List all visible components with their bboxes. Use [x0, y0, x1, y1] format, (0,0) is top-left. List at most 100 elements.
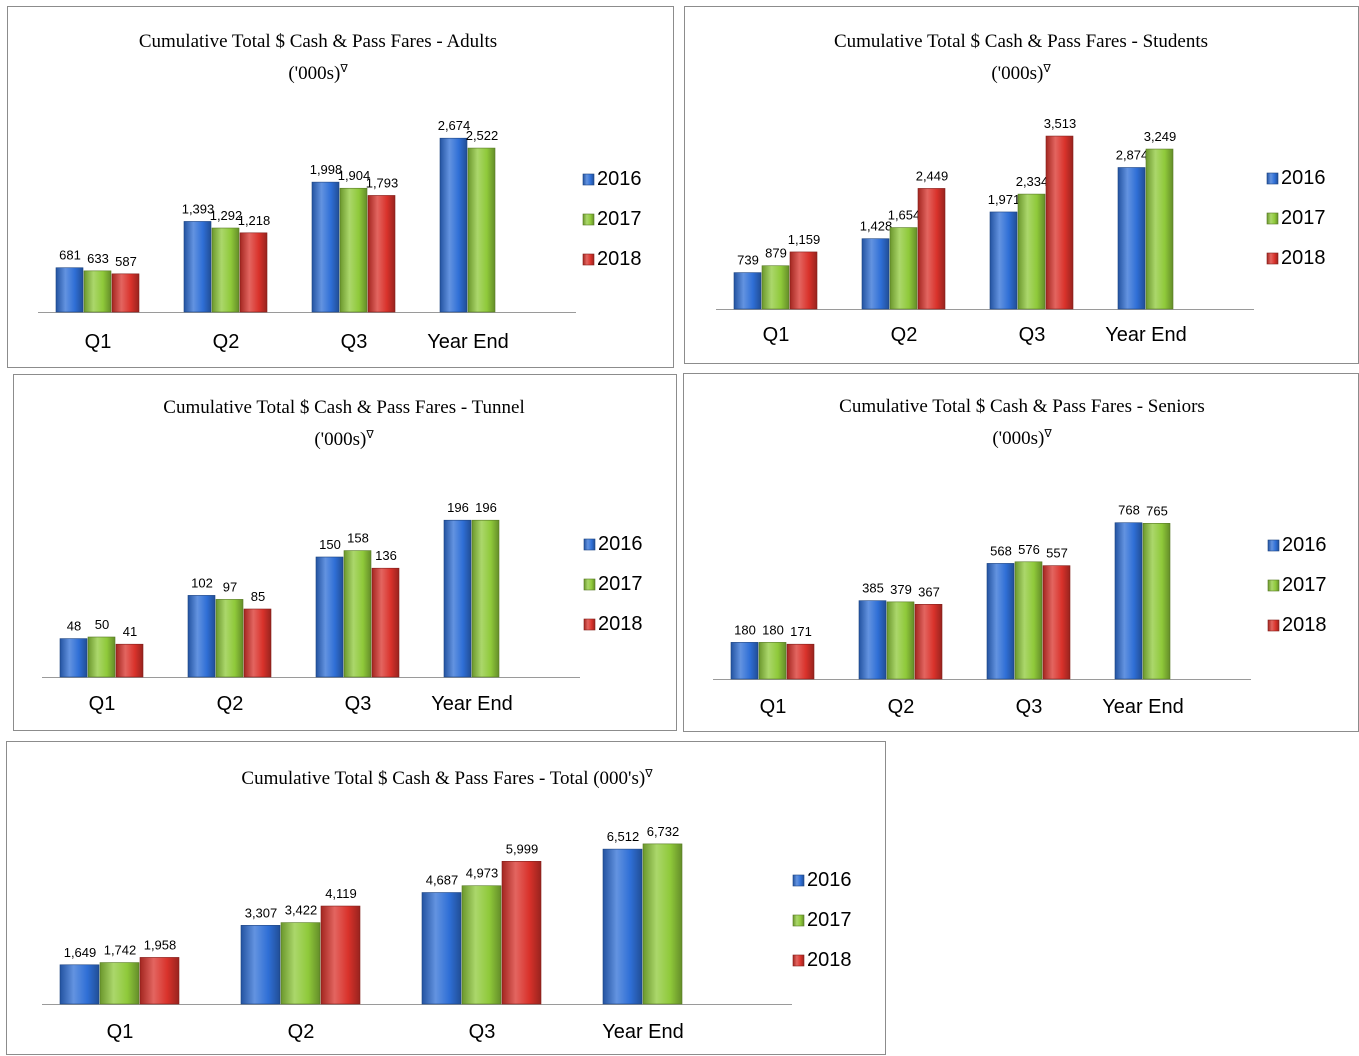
legend-label-2018: 2018	[807, 949, 852, 971]
data-label: 158	[347, 531, 369, 546]
data-label: 587	[115, 254, 137, 269]
bar-2018-q2	[243, 608, 272, 678]
bar-2016-year-end	[1114, 522, 1143, 680]
bar-2018-q2	[914, 604, 943, 680]
bar-2017-q3	[343, 550, 372, 678]
legend-label-2016: 2016	[598, 533, 643, 555]
data-label: 633	[87, 251, 109, 266]
legend-label-2018: 2018	[598, 613, 643, 635]
category-label: Q3	[1019, 324, 1046, 346]
data-label: 385	[862, 581, 884, 596]
chart-title: Cumulative Total $ Cash & Pass Fares - T…	[163, 397, 524, 418]
legend-label-2016: 2016	[1282, 534, 1327, 556]
bar-2016-q1	[59, 964, 100, 1005]
bar-2017-q3	[1014, 561, 1043, 680]
chart-subtitle: ('000s)∇	[314, 429, 374, 450]
data-label: 765	[1146, 503, 1168, 518]
category-label: Q3	[345, 693, 372, 715]
data-label: 2,522	[466, 128, 499, 143]
bar-2017-q2	[215, 599, 244, 678]
bar-2016-q2	[858, 600, 887, 680]
data-label: 1,742	[104, 943, 137, 958]
data-label: 1,998	[310, 162, 343, 177]
bar-2016-q3	[421, 892, 462, 1005]
legend-label-2017: 2017	[1281, 207, 1326, 229]
data-label: 1,971	[988, 192, 1021, 207]
bar-2018-q3	[1045, 135, 1074, 310]
data-label: 1,393	[182, 201, 215, 216]
bar-2016-q1	[733, 272, 762, 310]
chart-subtitle: ('000s)∇	[991, 63, 1051, 84]
data-label: 1,793	[366, 175, 399, 190]
data-label: 568	[990, 543, 1012, 558]
bar-2016-q2	[861, 238, 890, 310]
legend-swatch-2018	[1266, 252, 1279, 265]
legend-swatch-2017	[1267, 579, 1280, 592]
data-label: 196	[475, 500, 497, 515]
legend-label-2018: 2018	[1281, 247, 1326, 269]
data-label: 3,513	[1044, 116, 1077, 131]
category-label: Q1	[763, 324, 790, 346]
legend-swatch-2017	[583, 578, 596, 591]
legend-swatch-2016	[792, 874, 805, 887]
data-label: 41	[123, 624, 137, 639]
bar-2017-q1	[761, 265, 790, 310]
category-label: Year End	[1105, 324, 1187, 346]
category-label: Q1	[89, 693, 116, 715]
data-label: 1,159	[788, 232, 821, 247]
bar-2017-q3	[1017, 193, 1046, 310]
legend-label-2017: 2017	[807, 909, 852, 931]
data-label: 3,307	[245, 905, 278, 920]
chart-panel-adults: Cumulative Total $ Cash & Pass Fares - A…	[7, 6, 674, 368]
chart-svg-total: Cumulative Total $ Cash & Pass Fares - T…	[42, 768, 852, 1043]
data-label: 48	[67, 619, 81, 634]
data-label: 2,874	[1116, 148, 1149, 163]
bar-2016-year-end	[602, 848, 643, 1005]
data-label: 3,422	[285, 903, 318, 918]
chart-svg-tunnel: Cumulative Total $ Cash & Pass Fares - T…	[42, 397, 643, 715]
category-label: Year End	[1102, 696, 1184, 718]
bar-2016-year-end	[1117, 167, 1146, 310]
legend-label-2017: 2017	[1282, 574, 1327, 596]
data-label: 2,449	[916, 168, 949, 183]
bar-2017-year-end	[642, 843, 683, 1005]
data-label: 2,334	[1016, 174, 1049, 189]
data-label: 180	[734, 622, 756, 637]
bar-2017-q2	[280, 922, 321, 1005]
category-label: Year End	[427, 331, 509, 353]
data-label: 3,249	[1144, 129, 1177, 144]
bar-2017-q1	[99, 962, 140, 1005]
bar-2016-q2	[183, 221, 212, 313]
category-label: Q1	[760, 696, 787, 718]
data-label: 379	[890, 582, 912, 597]
data-label: 1,654	[888, 208, 921, 223]
data-label: 4,687	[426, 873, 459, 888]
bar-2016-q3	[315, 556, 344, 678]
data-label: 4,973	[466, 866, 499, 881]
chart-panel-seniors: Cumulative Total $ Cash & Pass Fares - S…	[683, 373, 1359, 732]
bar-2017-year-end	[471, 519, 500, 678]
bar-2018-q2	[239, 232, 268, 313]
bar-2017-q3	[461, 885, 502, 1005]
chart-panel-students: Cumulative Total $ Cash & Pass Fares - S…	[684, 6, 1359, 364]
data-label: 367	[918, 584, 940, 599]
bar-2016-year-end	[439, 137, 468, 313]
data-label: 102	[191, 575, 213, 590]
bar-2018-q1	[115, 643, 144, 678]
data-label: 2,674	[438, 118, 471, 133]
bar-2017-q2	[211, 227, 240, 313]
data-label: 879	[765, 246, 787, 261]
legend-swatch-2016	[582, 173, 595, 186]
data-label: 739	[737, 253, 759, 268]
bar-2017-q1	[83, 270, 112, 313]
data-label: 150	[319, 537, 341, 552]
category-label: Q1	[85, 331, 112, 353]
data-label: 1,958	[144, 937, 177, 952]
legend-label-2018: 2018	[597, 248, 642, 270]
bar-2017-year-end	[467, 147, 496, 313]
bar-2018-q2	[320, 905, 361, 1005]
data-label: 6,512	[607, 829, 640, 844]
category-label: Q2	[891, 324, 918, 346]
bar-2018-q3	[1042, 565, 1071, 680]
legend-label-2016: 2016	[597, 168, 642, 190]
